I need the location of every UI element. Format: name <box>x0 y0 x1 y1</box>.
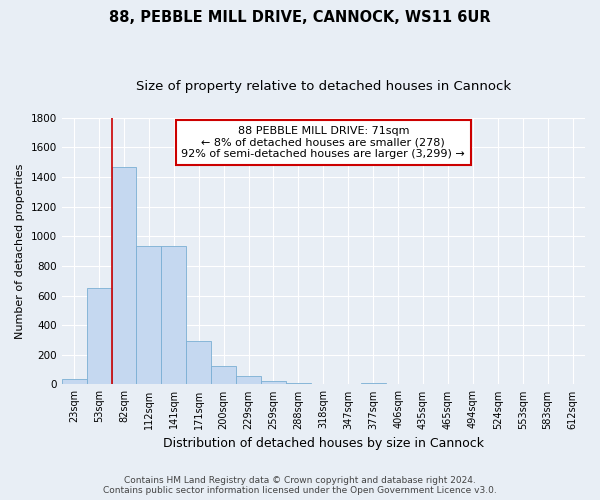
Text: Contains HM Land Registry data © Crown copyright and database right 2024.
Contai: Contains HM Land Registry data © Crown c… <box>103 476 497 495</box>
Text: 88, PEBBLE MILL DRIVE, CANNOCK, WS11 6UR: 88, PEBBLE MILL DRIVE, CANNOCK, WS11 6UR <box>109 10 491 25</box>
Bar <box>161 246 186 384</box>
Text: 88 PEBBLE MILL DRIVE: 71sqm
← 8% of detached houses are smaller (278)
92% of sem: 88 PEBBLE MILL DRIVE: 71sqm ← 8% of deta… <box>181 126 465 159</box>
Bar <box>86 288 112 384</box>
Bar <box>236 376 261 384</box>
Bar <box>361 382 386 384</box>
Bar <box>286 382 311 384</box>
X-axis label: Distribution of detached houses by size in Cannock: Distribution of detached houses by size … <box>163 437 484 450</box>
Bar <box>62 378 86 384</box>
Y-axis label: Number of detached properties: Number of detached properties <box>15 164 25 339</box>
Bar <box>112 166 136 384</box>
Bar <box>136 246 161 384</box>
Bar <box>186 342 211 384</box>
Bar <box>261 381 286 384</box>
Bar <box>211 366 236 384</box>
Title: Size of property relative to detached houses in Cannock: Size of property relative to detached ho… <box>136 80 511 93</box>
